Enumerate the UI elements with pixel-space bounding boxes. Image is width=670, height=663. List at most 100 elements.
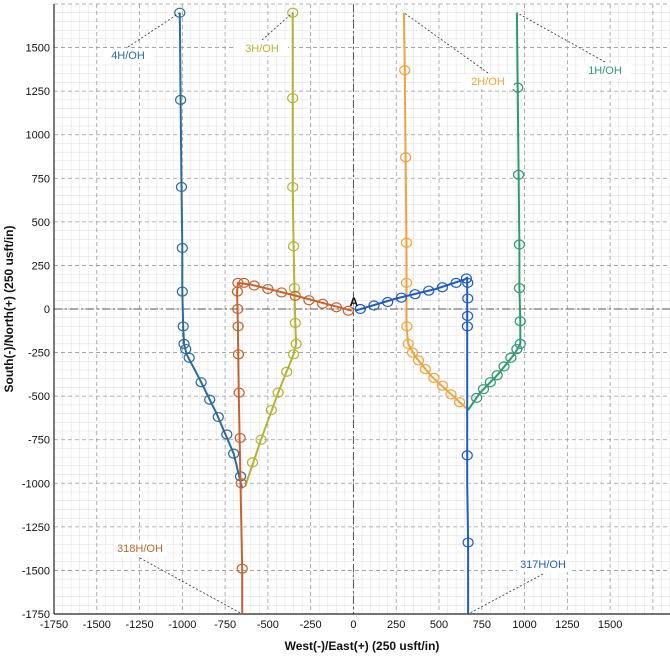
survey-marker [281,366,293,377]
survey-marker [287,93,299,104]
well-label-background [579,63,631,78]
well-path-line [467,12,522,411]
well-label-background [462,74,514,89]
survey-marker [236,563,248,574]
survey-marker [204,394,216,405]
survey-marker [176,242,188,254]
survey-marker [400,237,413,248]
well-label-background [236,41,288,56]
well-label-background [114,541,166,556]
survey-marker [330,302,342,313]
survey-marker [514,316,526,327]
survey-marker [175,94,187,105]
survey-marker [287,7,299,18]
label-leader-line [516,12,606,63]
y-tick-label: 0 [44,304,50,316]
survey-marker [400,277,413,288]
survey-marker [514,338,526,349]
survey-marker [382,296,394,308]
survey-marker [255,434,267,445]
survey-marker [395,292,407,303]
survey-marker [176,286,188,297]
survey-marker [289,290,301,302]
x-tick-label: -1250 [125,619,153,631]
x-tick-label: -1500 [83,619,111,631]
survey-marker [287,181,299,193]
survey-marker [412,355,425,366]
well-label: 318H/OH [117,543,163,555]
survey-marker [436,282,449,293]
survey-marker [445,389,457,400]
survey-marker [238,277,250,288]
y-tick-label: -1750 [22,609,50,621]
survey-marker [409,289,421,300]
survey-marker [460,273,472,284]
survey-marker [178,338,190,349]
survey-marker [450,277,462,288]
survey-marker [484,377,496,388]
survey-marker [419,364,431,375]
survey-marker [354,303,366,315]
survey-marker [265,404,277,416]
survey-marker [512,169,525,180]
well-label: 1H/OH [588,65,622,77]
x-tick-label: -1750 [40,619,68,631]
x-tick-label: 0 [350,619,356,631]
survey-marker [246,457,259,468]
survey-marker [235,478,247,489]
survey-marker [183,352,195,363]
x-axis-title: West(-)/East(+) (250 usft/in) [285,639,440,653]
plot-frame [53,4,670,615]
well-path-line [354,276,470,614]
well-label: 2H/OH [471,76,505,88]
survey-marker [436,380,449,391]
y-tick-label: -500 [28,391,50,403]
y-tick-label: 1500 [26,43,50,55]
well-label: 317H/OH [520,559,566,571]
survey-marker [461,450,473,461]
x-tick-label: 500 [430,619,448,631]
survey-marker [461,321,474,332]
survey-marker [212,411,224,423]
survey-marker [303,295,315,306]
survey-marker [177,321,189,332]
survey-marker [401,321,413,332]
survey-marker [262,283,274,295]
survey-marker [491,370,503,381]
well-path-line [244,12,298,486]
x-tick-label: 1000 [512,619,536,631]
survey-marker [275,287,288,298]
y-tick-label: -250 [28,348,50,360]
y-tick-label: 250 [32,260,50,272]
label-leader-line [467,573,544,615]
survey-marker [400,152,412,163]
survey-marker [290,338,302,349]
y-axis-title: South(-)/North(+) (250 usft/in) [2,226,16,393]
y-tick-label: 500 [32,217,50,229]
tick-labels: -1750 -1500 -1250 -1000 -750 -500 -250 0 250 500 7… [22,43,622,631]
survey-marker [402,338,414,349]
survey-marker [462,293,474,304]
y-tick-label: -1500 [22,565,50,577]
survey-marker [232,303,244,315]
y-tick-label: 1000 [26,130,50,142]
x-tick-label: -1000 [168,619,196,631]
well-labels: 4H/OH 3H/OH 2H/OH 1H/OH 318H/OH 317H/OH [102,12,631,615]
well-path-line [178,12,244,489]
survey-marker [511,343,523,355]
survey-marker [195,377,207,388]
survey-marker [453,397,466,408]
survey-marker [406,347,419,358]
survey-marker [287,241,300,252]
survey-marker [513,282,526,294]
survey-marker [505,352,517,363]
survey-marker [233,387,245,398]
survey-marker [342,305,354,316]
origin-marker: A [349,295,358,309]
label-leader-line [261,12,293,41]
survey-marker [180,343,192,355]
survey-marker [221,429,233,440]
survey-marker [287,349,300,360]
well-label-background [102,48,154,63]
